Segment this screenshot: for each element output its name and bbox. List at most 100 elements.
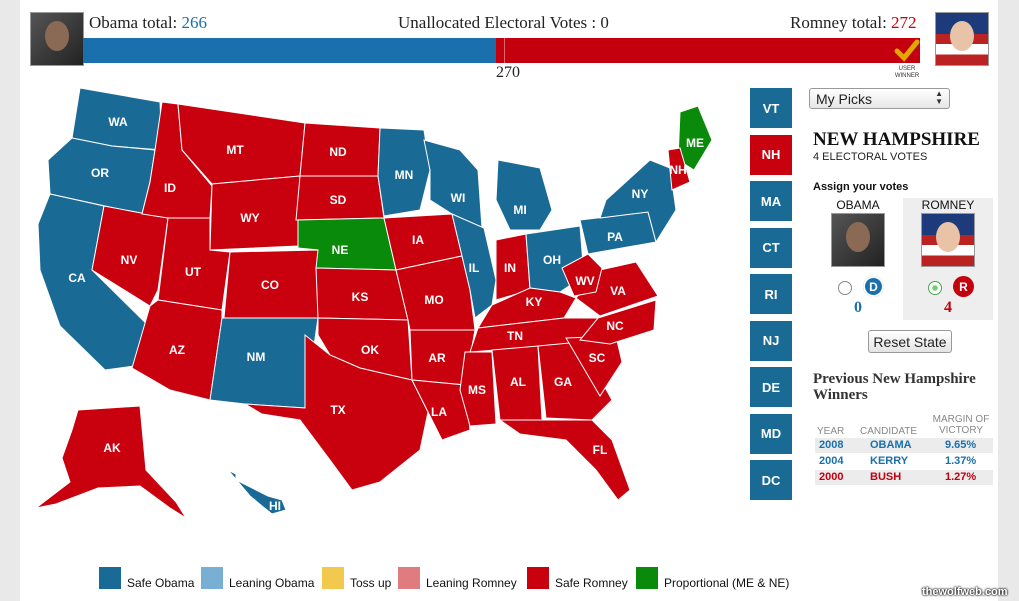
history-margin: 1.27% [945,471,977,483]
romney-total-value: 272 [891,13,917,32]
legend-label-safe-obama: Safe Obama [127,576,195,590]
legend-swatch-proportional [636,567,658,589]
state-label-mt: MT [226,143,244,157]
history-header-margin: MARGIN OF VICTORY [932,414,990,436]
obama-total-label: Obama total: [89,13,178,32]
state-il[interactable] [451,213,497,319]
dropdown-arrows-icon: ▲ ▼ [935,89,943,106]
state-label-mn: MN [395,168,414,182]
reset-state-button[interactable]: Reset State [868,330,952,353]
state-label-nh: NH [669,163,686,177]
state-label-wv: WV [575,274,594,288]
state-az[interactable] [131,299,223,401]
side-state-nh[interactable]: NH [749,133,793,176]
side-state-ri[interactable]: RI [749,273,793,315]
romney-candidate-photo [921,213,975,267]
obama-party-badge[interactable]: D [863,276,884,297]
side-state-md[interactable]: MD [749,412,793,455]
state-label-oh: OH [543,253,561,267]
state-nc[interactable] [579,299,657,345]
side-state-nj[interactable]: NJ [749,319,793,362]
legend-label-leaning-romney: Leaning Romney [426,576,517,590]
history-candidate: KERRY [870,455,909,467]
obama-radio[interactable] [838,281,852,295]
history-header-candidate: CANDIDATE [860,426,918,437]
state-label-wi: WI [451,191,466,205]
side-state-ma[interactable]: MA [749,180,793,222]
romney-party-letter: R [959,279,968,294]
history-row: 2008 OBAMA 9.65% [815,438,993,453]
romney-progress-bar [496,38,920,63]
legend-label-safe-romney: Safe Romney [555,576,628,590]
state-label-nv: NV [121,253,138,267]
us-map: WA OR CA NV ID MT WY UT AZ CO NM ND SD NE KS OK TX MN IA MO… [35,87,713,519]
state-label-pa: PA [607,230,623,244]
side-state-ct[interactable]: CT [749,226,793,269]
state-mi[interactable] [495,159,553,231]
state-label-ok: OK [361,343,379,357]
state-label-ms: MS [468,383,486,397]
state-label-fl: FL [593,443,608,457]
romney-party-badge[interactable]: R [953,276,974,297]
obama-candidate-box: OBAMA D 0 [813,198,903,320]
romney-candidate-name: ROMNEY [921,198,975,212]
state-label-az: AZ [169,343,185,357]
side-state-dc[interactable]: DC [749,459,793,501]
side-state-de[interactable]: DE [749,366,793,408]
state-label-hi: HI [269,499,281,513]
state-label-wa: WA [108,115,128,129]
state-label-ak: AK [103,441,121,455]
threshold-label: 270 [496,64,520,81]
romney-radio[interactable] [928,281,942,295]
history-candidate: BUSH [870,471,902,483]
obama-avatar [30,12,84,66]
state-label-in: IN [504,261,516,275]
state-label-il: IL [469,261,480,275]
assign-votes-label: Assign your votes [813,181,909,193]
state-label-ia: IA [412,233,424,247]
threshold-marker [504,38,505,63]
state-label-ky: KY [526,295,543,309]
state-label-mo: MO [424,293,443,307]
obama-total: Obama total: 266 [89,13,207,33]
state-label-co: CO [261,278,279,292]
state-label-or: OR [91,166,109,180]
romney-avatar [935,12,989,66]
history-margin: 9.65% [945,439,977,451]
state-hi[interactable] [227,469,287,515]
state-la[interactable] [411,379,471,441]
state-mn[interactable] [377,127,431,217]
history-margin: 1.37% [945,455,977,467]
state-tx[interactable] [244,333,429,491]
state-label-ca: CA [68,271,86,285]
state-electoral-votes: 4 ELECTORAL VOTES [813,151,928,163]
state-label-mi: MI [513,203,526,217]
view-dropdown[interactable]: My Picks ▲ ▼ [809,88,950,109]
obama-total-value: 266 [181,13,208,32]
state-ak[interactable] [35,405,187,519]
romney-vote-count: 4 [944,299,952,316]
state-ms[interactable] [459,351,497,427]
state-label-ks: KS [352,290,369,304]
history-header-year: YEAR [817,426,845,437]
state-name: NEW HAMPSHIRE [813,129,980,150]
state-nh[interactable] [667,147,691,191]
side-state-vt[interactable]: VT [749,87,793,129]
view-dropdown-value: My Picks [816,91,872,107]
state-label-id: ID [164,181,176,195]
winner-check-icon [894,38,920,64]
legend-label-toss-up: Toss up [350,576,392,590]
state-ny[interactable] [599,159,677,244]
state-label-nd: ND [329,145,347,159]
unallocated-votes: Unallocated Electoral Votes : 0 [398,13,609,32]
state-label-me: ME [686,136,704,150]
obama-party-letter: D [869,279,878,294]
history-year: 2004 [819,455,844,467]
legend-swatch-leaning-obama [201,567,223,589]
state-fl[interactable] [498,419,631,501]
state-wv[interactable] [561,253,603,297]
legend-swatch-toss-up [322,567,344,589]
legend-label-proportional: Proportional (ME & NE) [664,576,790,590]
romney-total-label: Romney total: [790,13,887,32]
previous-winners-title: Previous New Hampshire Winners [813,371,976,403]
